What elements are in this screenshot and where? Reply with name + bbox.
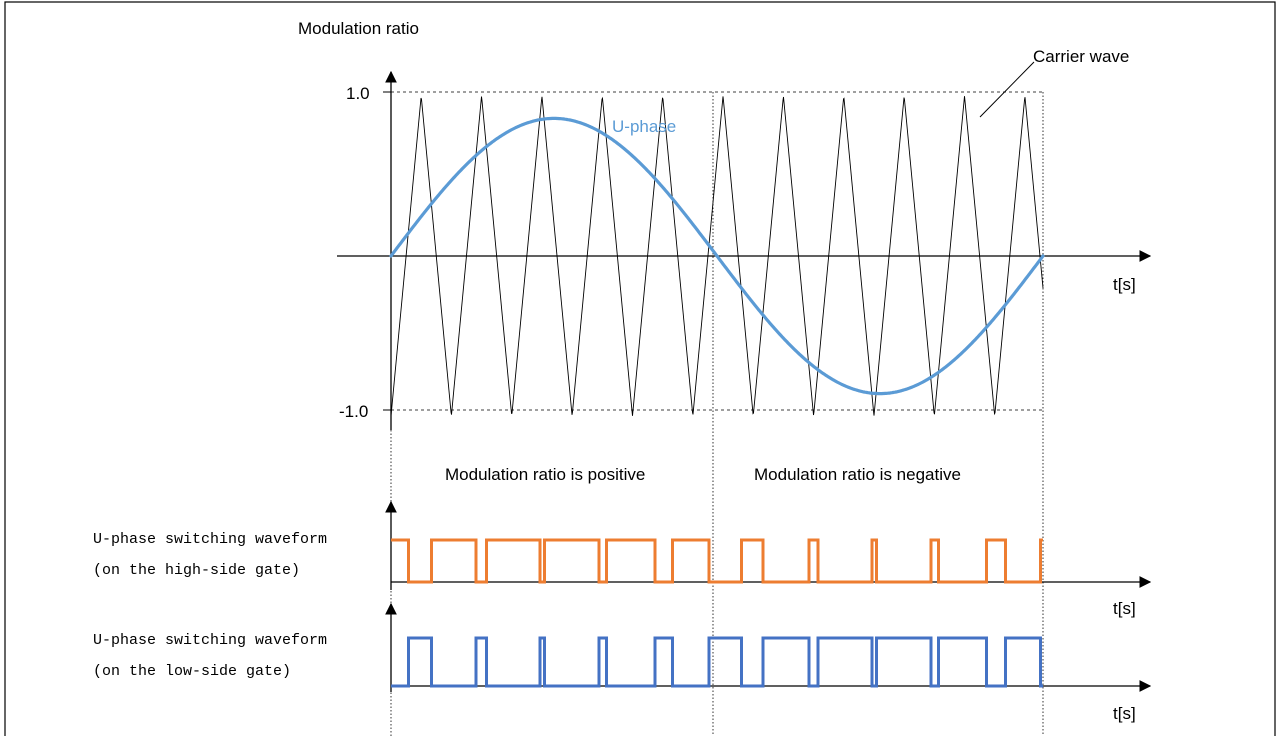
region-label-positive: Modulation ratio is positive	[445, 465, 645, 484]
region-label-negative: Modulation ratio is negative	[754, 465, 961, 484]
x-axis-label-high: t[s]	[1113, 599, 1136, 618]
x-axis-label-top: t[s]	[1113, 275, 1136, 294]
low-side-label-line2: (on the low-side gate)	[93, 663, 291, 680]
u-phase-label: U-phase	[612, 117, 676, 136]
high-side-label-line1: U-phase switching waveform	[93, 531, 327, 548]
low-side-label-line1: U-phase switching waveform	[93, 632, 327, 649]
tick-label-top: 1.0	[346, 84, 370, 103]
carrier-wave-label: Carrier wave	[1033, 47, 1129, 66]
x-axis-label-low: t[s]	[1113, 704, 1136, 723]
u-phase-line	[389, 116, 1045, 396]
low-side-switching-line	[391, 636, 1043, 688]
frame-border	[4, 1, 1276, 741]
high-side-switching-line	[391, 538, 1043, 584]
carrier-leader-line	[979, 61, 1035, 118]
carrier-wave-line	[390, 96, 1044, 417]
high-side-label-line2: (on the high-side gate)	[93, 562, 300, 579]
tick-label-bottom: -1.0	[339, 402, 368, 421]
y-axis-title: Modulation ratio	[298, 19, 419, 38]
